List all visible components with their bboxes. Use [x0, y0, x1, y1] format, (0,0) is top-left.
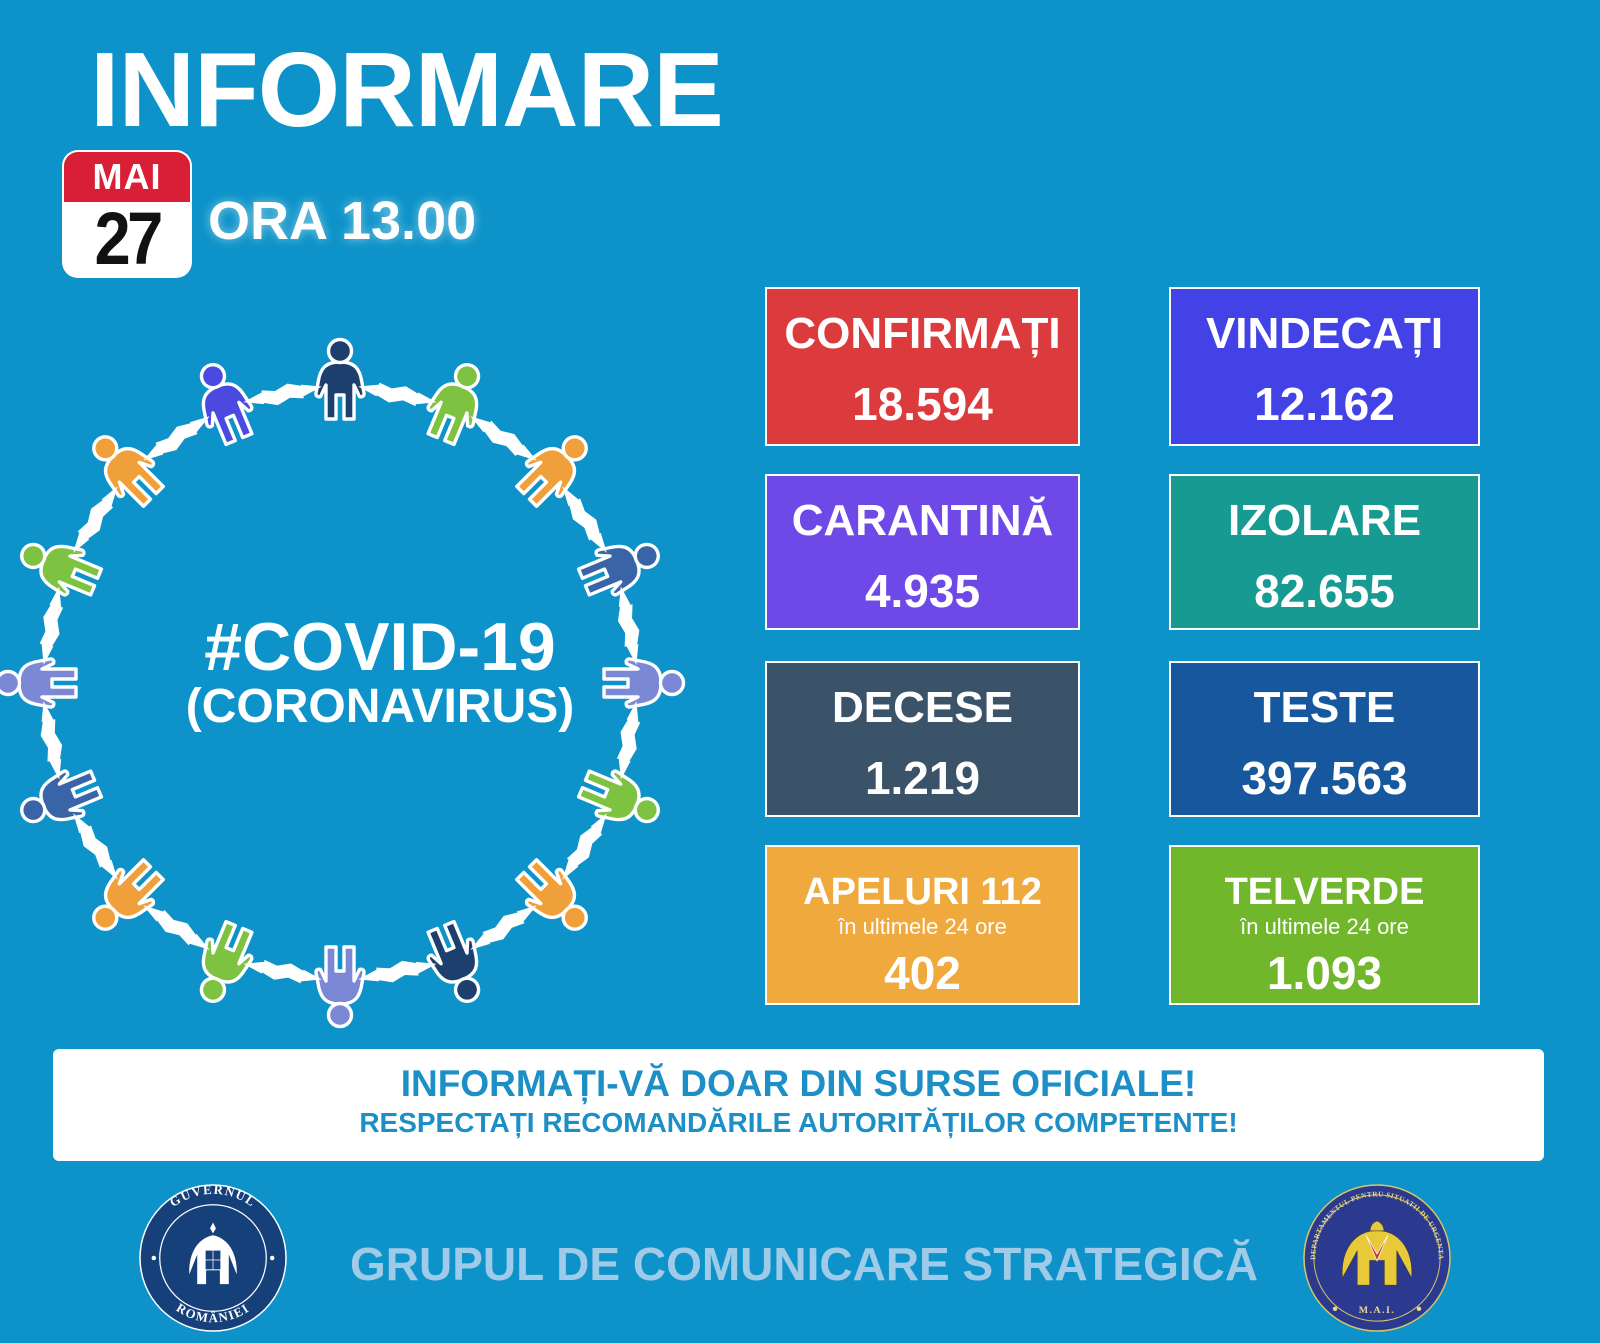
- svg-text:M.A.I.: M.A.I.: [1359, 1305, 1396, 1316]
